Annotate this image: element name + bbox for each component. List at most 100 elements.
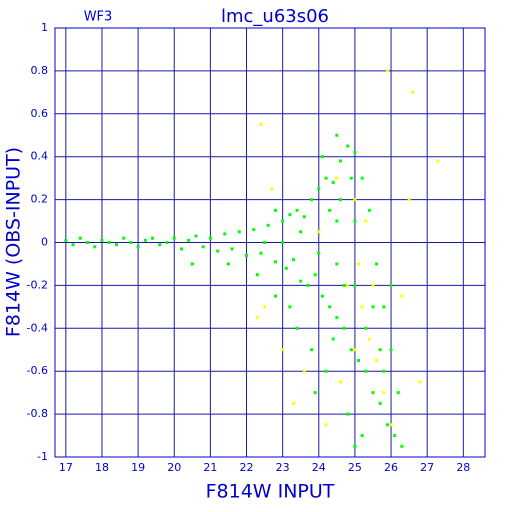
- y-tick-label: -0.2: [27, 278, 48, 291]
- point: [245, 253, 249, 257]
- x-tick-label: 24: [312, 461, 326, 474]
- point: [273, 294, 277, 298]
- point: [201, 245, 205, 249]
- point: [71, 243, 75, 247]
- point: [165, 241, 169, 244]
- point: [400, 444, 404, 448]
- point: [252, 228, 256, 232]
- x-tick-label: 26: [384, 461, 398, 474]
- point: [64, 238, 68, 242]
- point: [100, 238, 104, 242]
- x-tick-label: 27: [420, 461, 434, 474]
- point: [331, 337, 335, 341]
- point: [324, 423, 328, 427]
- point: [291, 401, 295, 405]
- point: [353, 198, 357, 202]
- point: [407, 198, 411, 202]
- point: [306, 283, 310, 287]
- point: [346, 412, 350, 416]
- y-tick-label: 0.2: [31, 193, 49, 206]
- point: [328, 208, 332, 212]
- point: [259, 251, 263, 255]
- point: [281, 348, 285, 352]
- point: [335, 262, 339, 266]
- point: [338, 159, 342, 163]
- point: [255, 273, 259, 277]
- point: [364, 219, 368, 223]
- point: [310, 198, 314, 202]
- point: [187, 238, 191, 242]
- point: [353, 150, 357, 154]
- point: [382, 305, 386, 309]
- point: [263, 241, 267, 244]
- point: [375, 262, 379, 266]
- point: [259, 123, 263, 127]
- point: [360, 176, 364, 180]
- point: [335, 316, 339, 320]
- point: [338, 380, 342, 384]
- point: [349, 176, 353, 180]
- point: [226, 262, 230, 266]
- point: [338, 198, 342, 202]
- point: [136, 245, 140, 249]
- point: [382, 369, 386, 373]
- point: [364, 369, 368, 373]
- y-tick-label: -0.6: [27, 364, 48, 377]
- point: [151, 236, 155, 240]
- point: [357, 358, 361, 362]
- point: [190, 262, 194, 266]
- point: [317, 187, 321, 191]
- point: [78, 236, 82, 240]
- x-tick-label: 22: [240, 461, 254, 474]
- point: [320, 294, 324, 298]
- point: [371, 283, 375, 287]
- point: [324, 176, 328, 180]
- plot-frame: [54, 27, 486, 458]
- point: [313, 273, 317, 277]
- point: [172, 236, 176, 240]
- point: [288, 305, 292, 309]
- x-tick-label: 18: [95, 461, 109, 474]
- point: [411, 90, 415, 94]
- point: [375, 358, 379, 362]
- point: [129, 241, 133, 244]
- point: [194, 234, 198, 238]
- point: [353, 219, 357, 223]
- y-tick-label: -0.4: [27, 321, 48, 334]
- point: [378, 401, 382, 405]
- chart-title: lmc_u63s06: [221, 6, 329, 27]
- point: [371, 391, 375, 395]
- point: [208, 236, 212, 240]
- point: [302, 215, 306, 219]
- y-tick-label: 0: [41, 236, 48, 249]
- point: [266, 223, 270, 227]
- point: [281, 241, 285, 244]
- point: [353, 444, 357, 448]
- point: [400, 294, 404, 298]
- x-tick-label: 21: [203, 461, 217, 474]
- point: [295, 208, 299, 212]
- point: [389, 283, 393, 287]
- point: [346, 144, 350, 148]
- point: [317, 251, 321, 255]
- point: [179, 247, 183, 251]
- point: [418, 380, 422, 384]
- x-tick-label: 17: [59, 461, 73, 474]
- y-tick-label: -0.8: [27, 407, 48, 420]
- point: [360, 305, 364, 309]
- point: [284, 266, 288, 270]
- x-tick-label: 25: [348, 461, 362, 474]
- y-tick-label: 0.4: [31, 150, 49, 163]
- x-tick-label: 20: [167, 461, 181, 474]
- point: [385, 69, 389, 73]
- point: [357, 262, 361, 266]
- point: [393, 434, 397, 438]
- x-tick-label: 19: [131, 461, 145, 474]
- point: [93, 245, 97, 249]
- point: [342, 326, 346, 330]
- point: [273, 208, 277, 212]
- point: [342, 283, 346, 287]
- point: [281, 219, 285, 223]
- point: [324, 369, 328, 373]
- point: [216, 249, 220, 253]
